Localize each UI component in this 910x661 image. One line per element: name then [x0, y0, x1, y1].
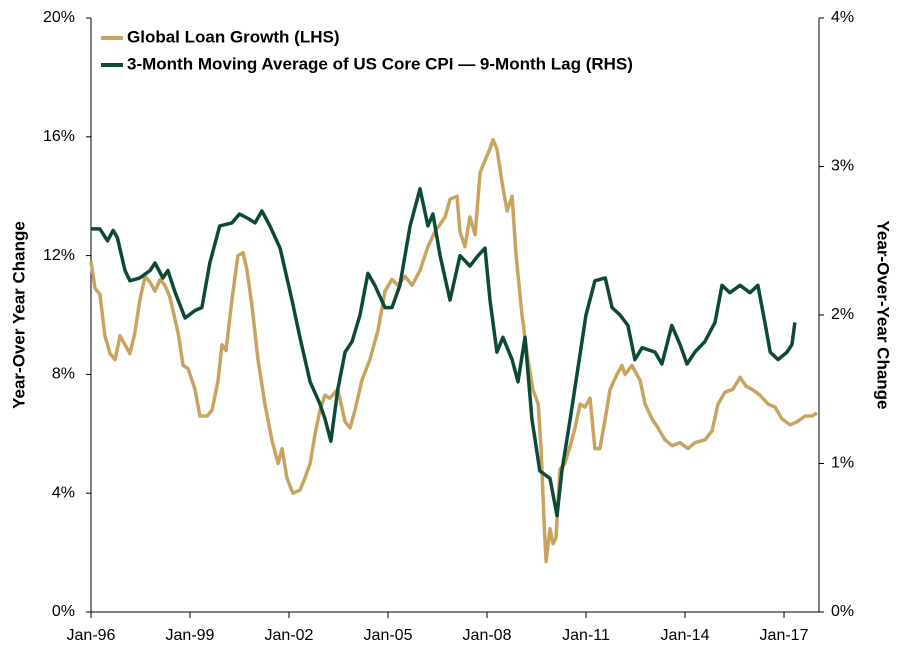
x-tick-label: Jan-02	[265, 627, 314, 644]
y2-tick-label: 1%	[831, 455, 854, 472]
x-tick-label: Jan-17	[760, 627, 809, 644]
y2-axis-label: Year-Over-Year Change	[874, 221, 893, 410]
y-tick-label: 8%	[52, 366, 75, 383]
legend-label: 3-Month Moving Average of US Core CPI — …	[127, 54, 633, 73]
x-tick-label: Jan-99	[166, 627, 215, 644]
y-tick-label: 4%	[52, 484, 75, 501]
y2-tick-label: 3%	[831, 158, 854, 175]
y-tick-label: 12%	[43, 247, 75, 264]
y2-tick-label: 0%	[831, 603, 854, 620]
y-tick-label: 0%	[52, 603, 75, 620]
x-tick-label: Jan-96	[67, 627, 116, 644]
y-tick-label: 16%	[43, 128, 75, 145]
series-line	[91, 187, 797, 518]
x-tick-label: Jan-08	[463, 627, 512, 644]
y-tick-label: 20%	[43, 9, 75, 26]
y2-tick-label: 4%	[831, 9, 854, 26]
y2-tick-label: 2%	[831, 306, 854, 323]
x-tick-label: Jan-14	[661, 627, 710, 644]
series-line	[89, 138, 818, 564]
x-tick-label: Jan-05	[364, 627, 413, 644]
legend-label: Global Loan Growth (LHS)	[127, 27, 339, 46]
y-axis-label: Year-Over Year Change	[9, 221, 28, 409]
x-tick-label: Jan-11	[562, 627, 610, 644]
